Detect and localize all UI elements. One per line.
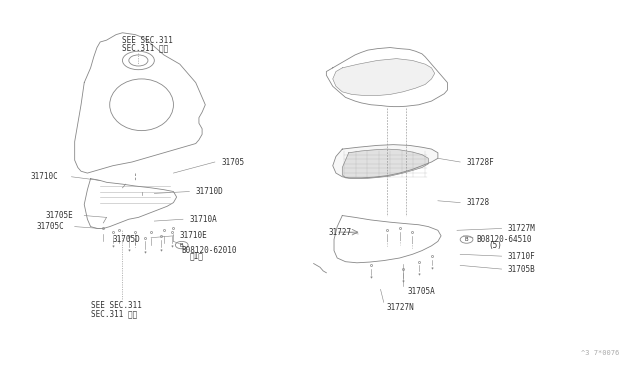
Text: 31705: 31705: [221, 157, 244, 167]
Text: 31710A: 31710A: [189, 215, 217, 224]
Text: 31705A: 31705A: [408, 287, 436, 296]
Text: （1）: （1）: [189, 251, 204, 261]
Text: SEC.311 参照: SEC.311 参照: [122, 43, 169, 52]
Text: B: B: [465, 237, 468, 242]
Text: 31727: 31727: [328, 228, 351, 237]
Text: (5): (5): [489, 241, 503, 250]
Text: SEC.311 参照: SEC.311 参照: [91, 309, 137, 318]
Text: 31705B: 31705B: [508, 264, 536, 273]
Text: 31710F: 31710F: [508, 251, 536, 261]
Polygon shape: [333, 59, 435, 96]
Text: 31727N: 31727N: [387, 303, 415, 312]
Text: 31710D: 31710D: [196, 187, 223, 196]
Text: 31727M: 31727M: [508, 224, 536, 233]
Polygon shape: [333, 145, 438, 178]
Text: B: B: [180, 243, 184, 248]
Text: SEE SEC.311: SEE SEC.311: [122, 36, 173, 45]
Text: ^3 7*0076: ^3 7*0076: [581, 350, 620, 356]
Text: B08120-64510: B08120-64510: [476, 235, 532, 244]
Text: 31710E: 31710E: [180, 231, 207, 240]
Text: 31705E: 31705E: [46, 211, 74, 220]
Text: 31710C: 31710C: [30, 172, 58, 181]
Text: 31728: 31728: [467, 198, 490, 207]
Text: B08120-62010: B08120-62010: [182, 246, 237, 255]
Polygon shape: [342, 149, 428, 179]
Text: 31705D: 31705D: [113, 235, 141, 244]
Text: 31728F: 31728F: [467, 157, 494, 167]
Text: SEE SEC.311: SEE SEC.311: [91, 301, 141, 311]
Text: 31705C: 31705C: [36, 222, 64, 231]
